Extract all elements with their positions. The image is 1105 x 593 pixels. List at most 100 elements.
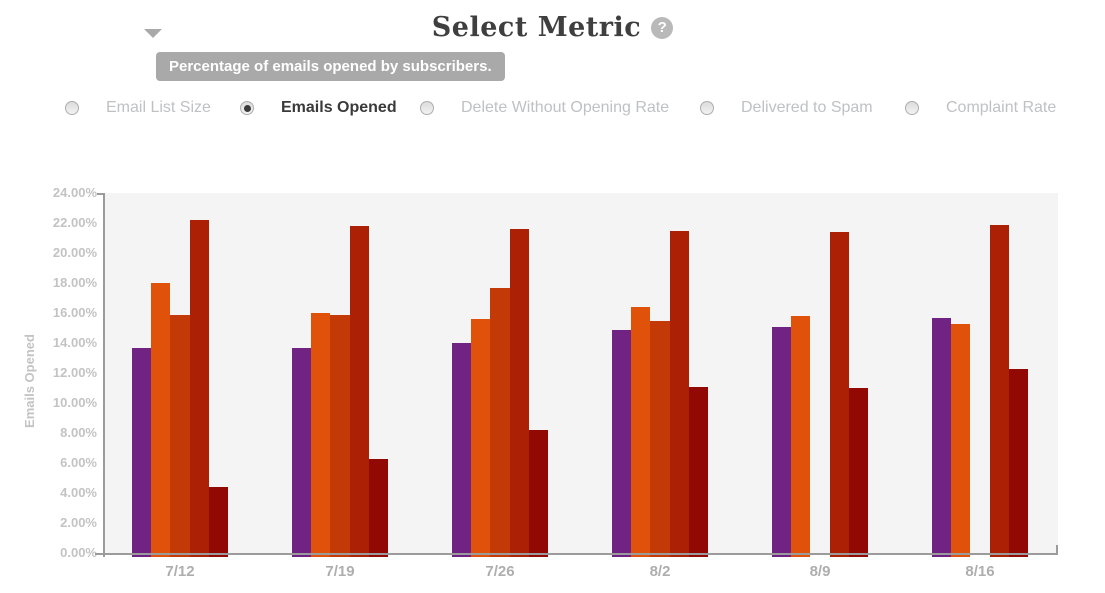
x-axis-tick-label: 8/9 [809,563,831,580]
radio-dot-icon [424,105,431,112]
radio-icon[interactable] [700,101,714,115]
bar-slot [791,193,811,557]
radio-icon[interactable] [240,101,254,115]
bar[interactable] [932,317,952,557]
metric-option-delete-without-opening-rate[interactable]: Delete Without Opening Rate [420,99,669,117]
bar-slot [490,193,510,557]
radio-icon[interactable] [65,101,79,115]
bar[interactable] [292,347,312,557]
bar-slot [189,193,209,557]
radio-label: Complaint Rate [946,99,1057,116]
y-axis-tick-label: 12.00% [52,365,97,380]
bar-chart: 0.00% 2.00% 4.00% 6.00% 8.00% 10.00% 12.00% 14.… [0,185,1105,593]
bar[interactable] [509,229,529,557]
radio-icon[interactable] [420,101,434,115]
metric-option-complaint-rate[interactable]: Complaint Rate [905,99,1056,117]
x-axis-line [95,553,1058,555]
bar-slot [471,193,491,557]
bar[interactable] [330,314,350,557]
bar[interactable] [688,386,708,557]
bar[interactable] [528,430,548,557]
bar[interactable] [631,307,651,557]
bar-slot [528,193,548,557]
y-axis-tick-label: 22.00% [52,215,97,230]
bar[interactable] [452,343,472,557]
tooltip-arrow-icon [144,29,162,38]
radio-label: Delete Without Opening Rate [461,99,670,116]
metric-option-emails-opened[interactable]: Emails Opened [240,99,397,117]
bar-slot [772,193,792,557]
bar-slot [631,193,651,557]
bar-slot [208,193,228,557]
radio-label: Delivered to Spam [741,99,873,116]
metric-option-email-list-size[interactable]: Email List Size [65,99,211,117]
bar-slot [989,193,1009,557]
page-title: Select Metric [431,12,642,43]
bar[interactable] [170,314,190,557]
x-axis-end-tick [1056,545,1058,555]
bar-slot [452,193,472,557]
bar-slot [368,193,388,557]
bar[interactable] [951,323,971,557]
bar[interactable] [669,230,689,557]
x-axis-tick-label: 8/2 [649,563,671,580]
bar[interactable] [829,232,849,557]
y-axis-tick-label: 16.00% [52,305,97,320]
bar[interactable] [208,487,228,557]
x-axis-tick-label: 7/12 [165,563,195,580]
bar[interactable] [772,326,792,557]
y-axis-title: Emails Opened [22,334,37,428]
y-axis-tick-label: 10.00% [52,395,97,410]
y-axis-tick-label: 8.00% [60,425,97,440]
bar[interactable] [151,283,171,557]
y-axis-tick-label: 14.00% [52,335,97,350]
x-axis-tick-label: 8/16 [965,563,995,580]
bar[interactable] [1008,368,1028,557]
bar[interactable] [989,224,1009,557]
bar[interactable] [612,329,632,557]
y-axis-line [103,193,105,557]
x-axis-tick-label: 7/26 [485,563,515,580]
bar-group [452,193,548,557]
y-axis-tick-label: 20.00% [52,245,97,260]
bar[interactable] [311,313,331,557]
bar-slot [170,193,190,557]
bar-slot [151,193,171,557]
bar-slot [612,193,632,557]
x-axis-tick-label: 7/19 [325,563,355,580]
bar-slot [669,193,689,557]
bar-slot [951,193,971,557]
bar-slot [650,193,670,557]
bar[interactable] [791,316,811,557]
bar-group [772,193,868,557]
bar[interactable] [848,388,868,557]
y-axis-tick-label: 18.00% [52,275,97,290]
y-axis-tick-label: 2.00% [60,515,97,530]
bar[interactable] [471,319,491,557]
bar-group [612,193,708,557]
bar-slot [829,193,849,557]
radio-icon[interactable] [905,101,919,115]
bar[interactable] [490,287,510,557]
bar-slot [509,193,529,557]
bar-slot [311,193,331,557]
bar[interactable] [368,458,388,557]
bar[interactable] [650,320,670,557]
y-axis-tick-label: 4.00% [60,485,97,500]
bar-slot [970,193,989,557]
radio-dot-icon [909,105,916,112]
help-icon[interactable]: ? [651,16,674,39]
metric-option-delivered-to-spam[interactable]: Delivered to Spam [700,99,873,117]
bar-group [932,193,1028,557]
bar[interactable] [132,347,152,557]
bar[interactable] [349,226,369,557]
y-axis-tick-label: 24.00% [52,185,97,200]
bar[interactable] [189,220,209,557]
bar-slot [349,193,369,557]
bar-slot [810,193,829,557]
radio-dot-icon [704,105,711,112]
y-axis-top-tick [97,193,105,195]
tooltip: Percentage of emails opened by subscribe… [156,52,505,81]
plot-background [105,193,1058,553]
